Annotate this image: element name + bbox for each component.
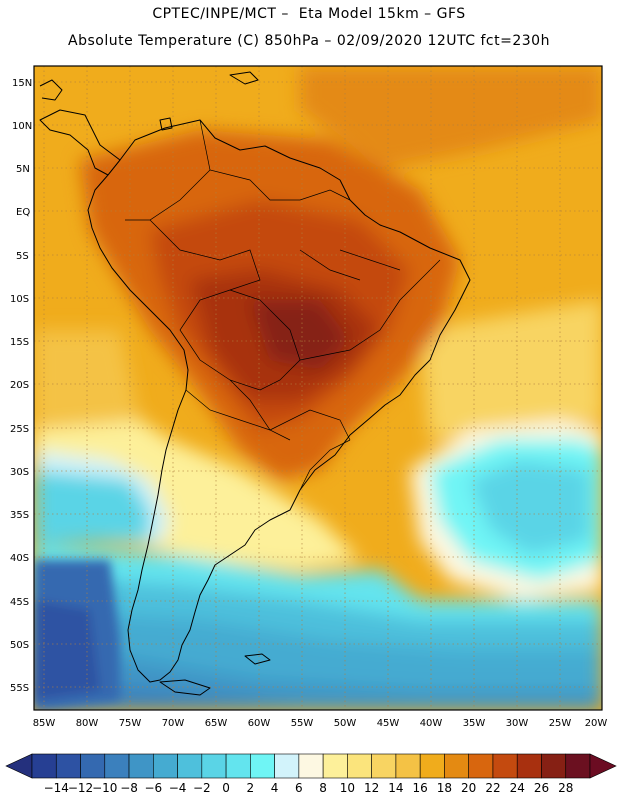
lon-label: 30W [506, 718, 529, 729]
lon-label: 25W [549, 718, 572, 729]
lon-label: 70W [162, 718, 185, 729]
chart-title-line1: CPTEC/INPE/MCT – Eta Model 15km – GFS [152, 6, 466, 22]
colorbar-label: 28 [558, 781, 573, 795]
lat-label: 15S [10, 337, 29, 348]
colorbar-label: −12 [68, 781, 93, 795]
colorbar-swatch [80, 753, 106, 779]
colorbar-label: 0 [222, 781, 230, 795]
lat-label: 30S [10, 467, 29, 478]
colorbar-swatch [298, 753, 324, 779]
colorbar-label: 20 [461, 781, 476, 795]
colorbar-swatch [128, 753, 154, 779]
colorbar-under-arrow [5, 753, 33, 779]
colorbar-label: 24 [510, 781, 525, 795]
lat-label: 15N [12, 78, 32, 89]
colorbar-label: −8 [120, 781, 138, 795]
colorbar-swatch [250, 753, 275, 779]
lat-tick-labels: 15N 10N 5N EQ 5S 10S 15S 20S 25S 30S 35S… [10, 78, 32, 694]
lon-label: 60W [248, 718, 271, 729]
lat-label: EQ [16, 207, 30, 218]
colorbar-label: −14 [44, 781, 69, 795]
colorbar-swatch [225, 753, 251, 779]
lon-label: 40W [420, 718, 443, 729]
lat-label: 5S [16, 251, 29, 262]
colorbar-label: −6 [144, 781, 162, 795]
colorbar-swatch [177, 753, 203, 779]
colorbar-swatch [153, 753, 178, 779]
colorbar-label: 10 [340, 781, 355, 795]
colorbar-label: −4 [169, 781, 187, 795]
lat-label: 10N [12, 121, 32, 132]
lat-label: 50S [10, 640, 29, 651]
lon-label: 65W [205, 718, 228, 729]
colorbar-swatch [444, 753, 469, 779]
lon-tick-labels: 85W 80W 75W 70W 65W 60W 55W 50W 45W 40W … [33, 718, 608, 729]
lon-label: 20W [585, 718, 608, 729]
lon-label: 85W [33, 718, 56, 729]
lon-label: 45W [377, 718, 400, 729]
country-borders [125, 119, 441, 491]
colorbar-label: 6 [295, 781, 303, 795]
lon-label: 35W [463, 718, 486, 729]
coastlines [39, 71, 471, 696]
colorbar: −14−12−10 −8 −6 −4 −2 0 2 4 6 8 10 12 14 16 18 20 22 24 26… [5, 753, 617, 795]
colorbar-label: 26 [534, 781, 549, 795]
chart-title-line2: Absolute Temperature (C) 850hPa – 02/09/… [68, 33, 550, 49]
colorbar-swatch [395, 753, 421, 779]
lat-label: 40S [10, 553, 29, 564]
colorbar-swatch [516, 753, 542, 779]
lon-label: 75W [119, 718, 142, 729]
lat-label: 25S [10, 424, 29, 435]
colorbar-swatch [371, 753, 397, 779]
colorbar-over-arrow [589, 753, 617, 779]
colorbar-swatch [274, 753, 300, 779]
lat-label: 35S [10, 510, 29, 521]
lat-label: 10S [10, 294, 29, 305]
temperature-field [34, 66, 602, 710]
colorbar-label: −10 [92, 781, 117, 795]
colorbar-label: 8 [319, 781, 327, 795]
map-frame [33, 65, 603, 711]
lat-label: 20S [10, 380, 29, 391]
colorbar-swatch [347, 753, 372, 779]
colorbar-label: 2 [247, 781, 255, 795]
colorbar-swatch [322, 753, 348, 779]
colorbar-swatch [55, 753, 81, 779]
colorbar-label: 22 [485, 781, 500, 795]
colorbar-swatch [201, 753, 227, 779]
colorbar-swatch [541, 753, 567, 779]
colorbar-swatch [565, 753, 591, 779]
lat-label: 45S [10, 597, 29, 608]
lon-label: 50W [334, 718, 357, 729]
lon-label: 55W [291, 718, 314, 729]
colorbar-swatch [492, 753, 518, 779]
colorbar-label: −2 [193, 781, 211, 795]
lat-lon-grid [34, 66, 602, 710]
colorbar-label: 4 [271, 781, 279, 795]
colorbar-swatch [468, 753, 494, 779]
colorbar-swatch [31, 753, 57, 779]
lat-label: 55S [10, 683, 29, 694]
colorbar-label: 14 [388, 781, 403, 795]
lat-label: 5N [16, 164, 30, 175]
lon-label: 80W [76, 718, 99, 729]
colorbar-label: 18 [437, 781, 452, 795]
colorbar-swatch [104, 753, 130, 779]
colorbar-swatch [419, 753, 445, 779]
colorbar-label: 16 [413, 781, 428, 795]
colorbar-label: 12 [364, 781, 379, 795]
